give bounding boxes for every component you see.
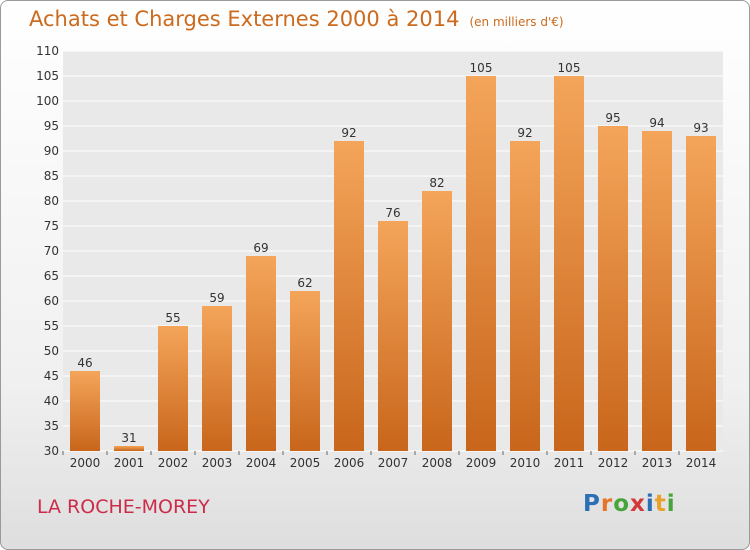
bar-2003 bbox=[202, 306, 232, 451]
bar-2001 bbox=[114, 446, 144, 451]
y-tick-label: 45 bbox=[44, 369, 59, 383]
data-label-2010: 92 bbox=[517, 126, 532, 140]
bar-2004 bbox=[246, 256, 276, 451]
data-label-2009: 105 bbox=[470, 61, 493, 75]
logo-letter: P bbox=[583, 491, 601, 517]
data-label-2014: 93 bbox=[693, 121, 708, 135]
x-tick-label: 2003 bbox=[202, 456, 233, 470]
logo-letter: i bbox=[666, 491, 676, 517]
logo-letter: i bbox=[645, 491, 655, 517]
data-label-2000: 46 bbox=[77, 356, 92, 370]
data-labels: 46 31 55 59 69 62 92 76 82 105 92 105 95 94 93 bbox=[77, 61, 708, 445]
bar-2011 bbox=[554, 76, 584, 451]
data-label-2005: 62 bbox=[297, 276, 312, 290]
x-tick-label: 2009 bbox=[466, 456, 497, 470]
y-tick-label: 75 bbox=[44, 219, 59, 233]
place-name: LA ROCHE-MOREY bbox=[37, 496, 210, 518]
y-tick-label: 90 bbox=[44, 144, 59, 158]
data-label-2008: 82 bbox=[429, 176, 444, 190]
bar-2007 bbox=[378, 221, 408, 451]
bar-2008 bbox=[422, 191, 452, 451]
data-label-2013: 94 bbox=[649, 116, 664, 130]
x-tick-label: 2011 bbox=[554, 456, 585, 470]
y-tick-label: 55 bbox=[44, 319, 59, 333]
y-tick-label: 35 bbox=[44, 419, 59, 433]
logo-letter: r bbox=[600, 491, 614, 517]
y-tick-label: 100 bbox=[36, 94, 59, 108]
y-tick-label: 70 bbox=[44, 244, 59, 258]
logo-letter: o bbox=[613, 491, 631, 517]
y-tick-label: 85 bbox=[44, 169, 59, 183]
x-axis-ticks: 2000 2001 2002 2003 2004 2005 2006 2007 2008 2009… bbox=[62, 451, 717, 470]
data-label-2002: 55 bbox=[165, 311, 180, 325]
bar-2014 bbox=[686, 136, 716, 451]
y-tick-label: 105 bbox=[36, 69, 59, 83]
chart-title: Achats et Charges Externes 2000 à 2014 (e… bbox=[29, 7, 564, 31]
bar-2002 bbox=[158, 326, 188, 451]
x-tick-label: 2005 bbox=[290, 456, 321, 470]
x-tick-label: 2013 bbox=[642, 456, 673, 470]
bar-2006 bbox=[334, 141, 364, 451]
logo-letter: t bbox=[654, 491, 667, 517]
data-label-2004: 69 bbox=[253, 241, 268, 255]
x-tick-label: 2006 bbox=[334, 456, 365, 470]
y-tick-label: 40 bbox=[44, 394, 59, 408]
data-label-2011: 105 bbox=[558, 61, 581, 75]
bar-2005 bbox=[290, 291, 320, 451]
y-tick-label: 80 bbox=[44, 194, 59, 208]
x-tick-label: 2001 bbox=[114, 456, 145, 470]
bar-2010 bbox=[510, 141, 540, 451]
y-axis-ticks: 30 35 40 45 50 55 60 65 70 75 80 85 90 95 100 105 110 bbox=[36, 44, 59, 458]
x-tick-label: 2014 bbox=[686, 456, 717, 470]
logo-letter: x bbox=[630, 491, 646, 517]
bar-2012 bbox=[598, 126, 628, 451]
y-tick-label: 50 bbox=[44, 344, 59, 358]
x-tick-label: 2010 bbox=[510, 456, 541, 470]
y-tick-label: 30 bbox=[44, 444, 59, 458]
x-tick-label: 2008 bbox=[422, 456, 453, 470]
data-label-2012: 95 bbox=[605, 111, 620, 125]
data-label-2003: 59 bbox=[209, 291, 224, 305]
x-tick-label: 2004 bbox=[246, 456, 277, 470]
bars-group bbox=[70, 76, 716, 451]
data-label-2007: 76 bbox=[385, 206, 400, 220]
y-tick-label: 95 bbox=[44, 119, 59, 133]
x-tick-label: 2002 bbox=[158, 456, 189, 470]
y-tick-label: 110 bbox=[36, 44, 59, 58]
bar-2009 bbox=[466, 76, 496, 451]
bar-2013 bbox=[642, 131, 672, 451]
data-label-2001: 31 bbox=[121, 431, 136, 445]
y-tick-label: 60 bbox=[44, 294, 59, 308]
chart-subtitle: (en milliers d'€) bbox=[469, 15, 564, 29]
x-tick-label: 2000 bbox=[70, 456, 101, 470]
y-tick-label: 65 bbox=[44, 269, 59, 283]
bar-2000 bbox=[70, 371, 100, 451]
proxiti-logo[interactable]: Proxiti bbox=[583, 491, 676, 517]
data-label-2006: 92 bbox=[341, 126, 356, 140]
x-tick-label: 2007 bbox=[378, 456, 409, 470]
x-tick-label: 2012 bbox=[598, 456, 629, 470]
title-text: Achats et Charges Externes 2000 à 2014 bbox=[29, 7, 460, 31]
